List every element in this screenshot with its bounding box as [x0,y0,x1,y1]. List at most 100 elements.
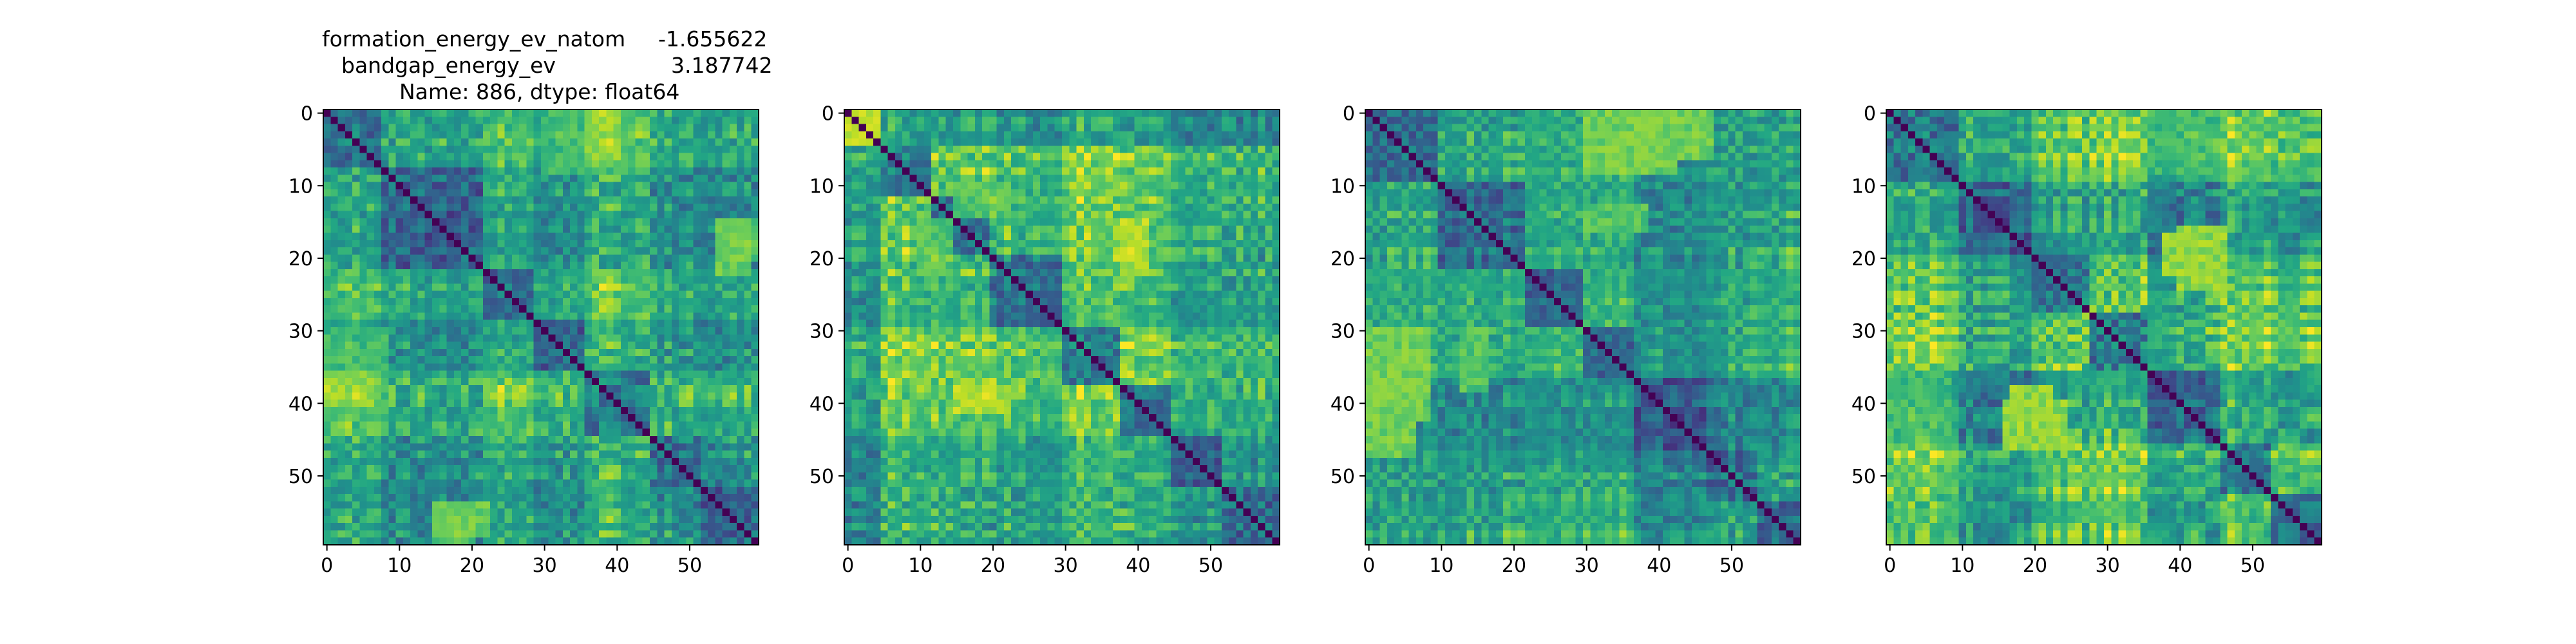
heatmap-cell [620,232,629,241]
heatmap-cell [511,109,520,117]
heatmap-cell [482,146,491,154]
heatmap-cell [686,428,694,437]
heatmap-cell [613,327,621,335]
heatmap-cell [729,240,737,248]
heatmap-cell [562,486,571,495]
heatmap-cell [693,312,701,321]
heatmap-cell [967,232,976,241]
heatmap-cell [1120,269,1128,277]
heatmap-cell [591,298,600,306]
heatmap-cell [424,479,433,488]
heatmap-cell [599,392,607,401]
heatmap-cell [650,385,658,393]
heatmap-cell [533,240,542,248]
heatmap-cell [1141,138,1150,146]
heatmap-cell [737,290,744,299]
heatmap-cell [475,204,484,212]
heatmap-cell [395,530,404,538]
heatmap-cell [722,283,730,292]
heatmap-cell [381,211,389,219]
heatmap-cell [330,319,339,328]
heatmap-cell [410,399,418,408]
heatmap-cell [989,175,998,183]
heatmap-cell [916,182,925,190]
heatmap-cell [439,189,448,197]
heatmap-cell [359,334,368,343]
heatmap-cell [424,457,433,466]
heatmap-cell [548,204,556,212]
heatmap-cell [751,247,759,255]
heatmap-cell [1069,204,1077,212]
heatmap-cell [345,421,353,430]
heatmap-cell [345,204,353,212]
heatmap-cell [613,283,621,292]
heatmap-cell [381,494,389,502]
heatmap-cell [599,175,607,183]
heatmap-cell [606,218,614,226]
heatmap-cell [737,146,744,154]
heatmap-cell [337,146,346,154]
heatmap-cell [1192,247,1200,255]
heatmap-cell [650,348,658,357]
heatmap-cell [599,421,607,430]
heatmap-cell [410,196,418,204]
heatmap-cell [916,261,925,270]
heatmap-cell [737,254,744,263]
heatmap-cell [1025,160,1034,168]
heatmap-cell [606,486,614,495]
heatmap-cell [708,327,715,335]
heatmap-cell [945,117,954,125]
heatmap-cell [1120,109,1128,117]
heatmap-cell [388,167,397,175]
heatmap-cell [591,261,600,270]
heatmap-cell [989,247,998,255]
heatmap-cell [482,298,491,306]
heatmap-cell [475,254,484,263]
heatmap-cell [1047,254,1056,263]
heatmap-cell [533,421,542,430]
heatmap-cell [330,175,339,183]
heatmap-cell [1265,247,1273,255]
heatmap-cell [945,225,954,234]
heatmap-cell [330,109,339,117]
heatmap-cell [1258,232,1265,241]
heatmap-cell [737,472,744,480]
heatmap-cell [1105,240,1113,248]
heatmap-cell [548,182,556,190]
heatmap-cell [366,472,375,480]
heatmap-cell [490,254,498,263]
heatmap-cell [679,501,687,509]
heatmap-cell [1272,117,1280,125]
heatmap-cell [744,109,752,117]
heatmap-cell [548,232,556,241]
heatmap-cell [650,414,658,422]
heatmap-cell [1207,167,1215,175]
heatmap-cell [635,443,643,451]
heatmap-cell [366,298,375,306]
heatmap-cell [700,117,708,125]
heatmap-cell [584,377,592,386]
heatmap-cell [584,175,592,183]
heatmap-cell [584,421,592,430]
heatmap-cell [620,153,629,161]
heatmap-cell [591,523,600,531]
heatmap-cell [519,530,527,538]
heatmap-cell [664,363,672,372]
heatmap-cell [395,334,404,343]
heatmap-cell [555,370,564,379]
heatmap-cell [323,319,331,328]
heatmap-cell [584,457,592,466]
heatmap-cell [1192,196,1200,204]
heatmap-cell [482,283,491,292]
heatmap-cell [982,240,990,248]
heatmap-cell [424,196,433,204]
heatmap-cell [613,109,621,117]
heatmap-cell [453,182,462,190]
heatmap-cell [1062,204,1070,212]
heatmap-cell [1221,204,1229,212]
heatmap-cell [620,436,629,444]
heatmap-cell [1149,124,1157,132]
heatmap-cell [1025,240,1034,248]
heatmap-cell [751,406,759,415]
heatmap-cell [490,117,498,125]
